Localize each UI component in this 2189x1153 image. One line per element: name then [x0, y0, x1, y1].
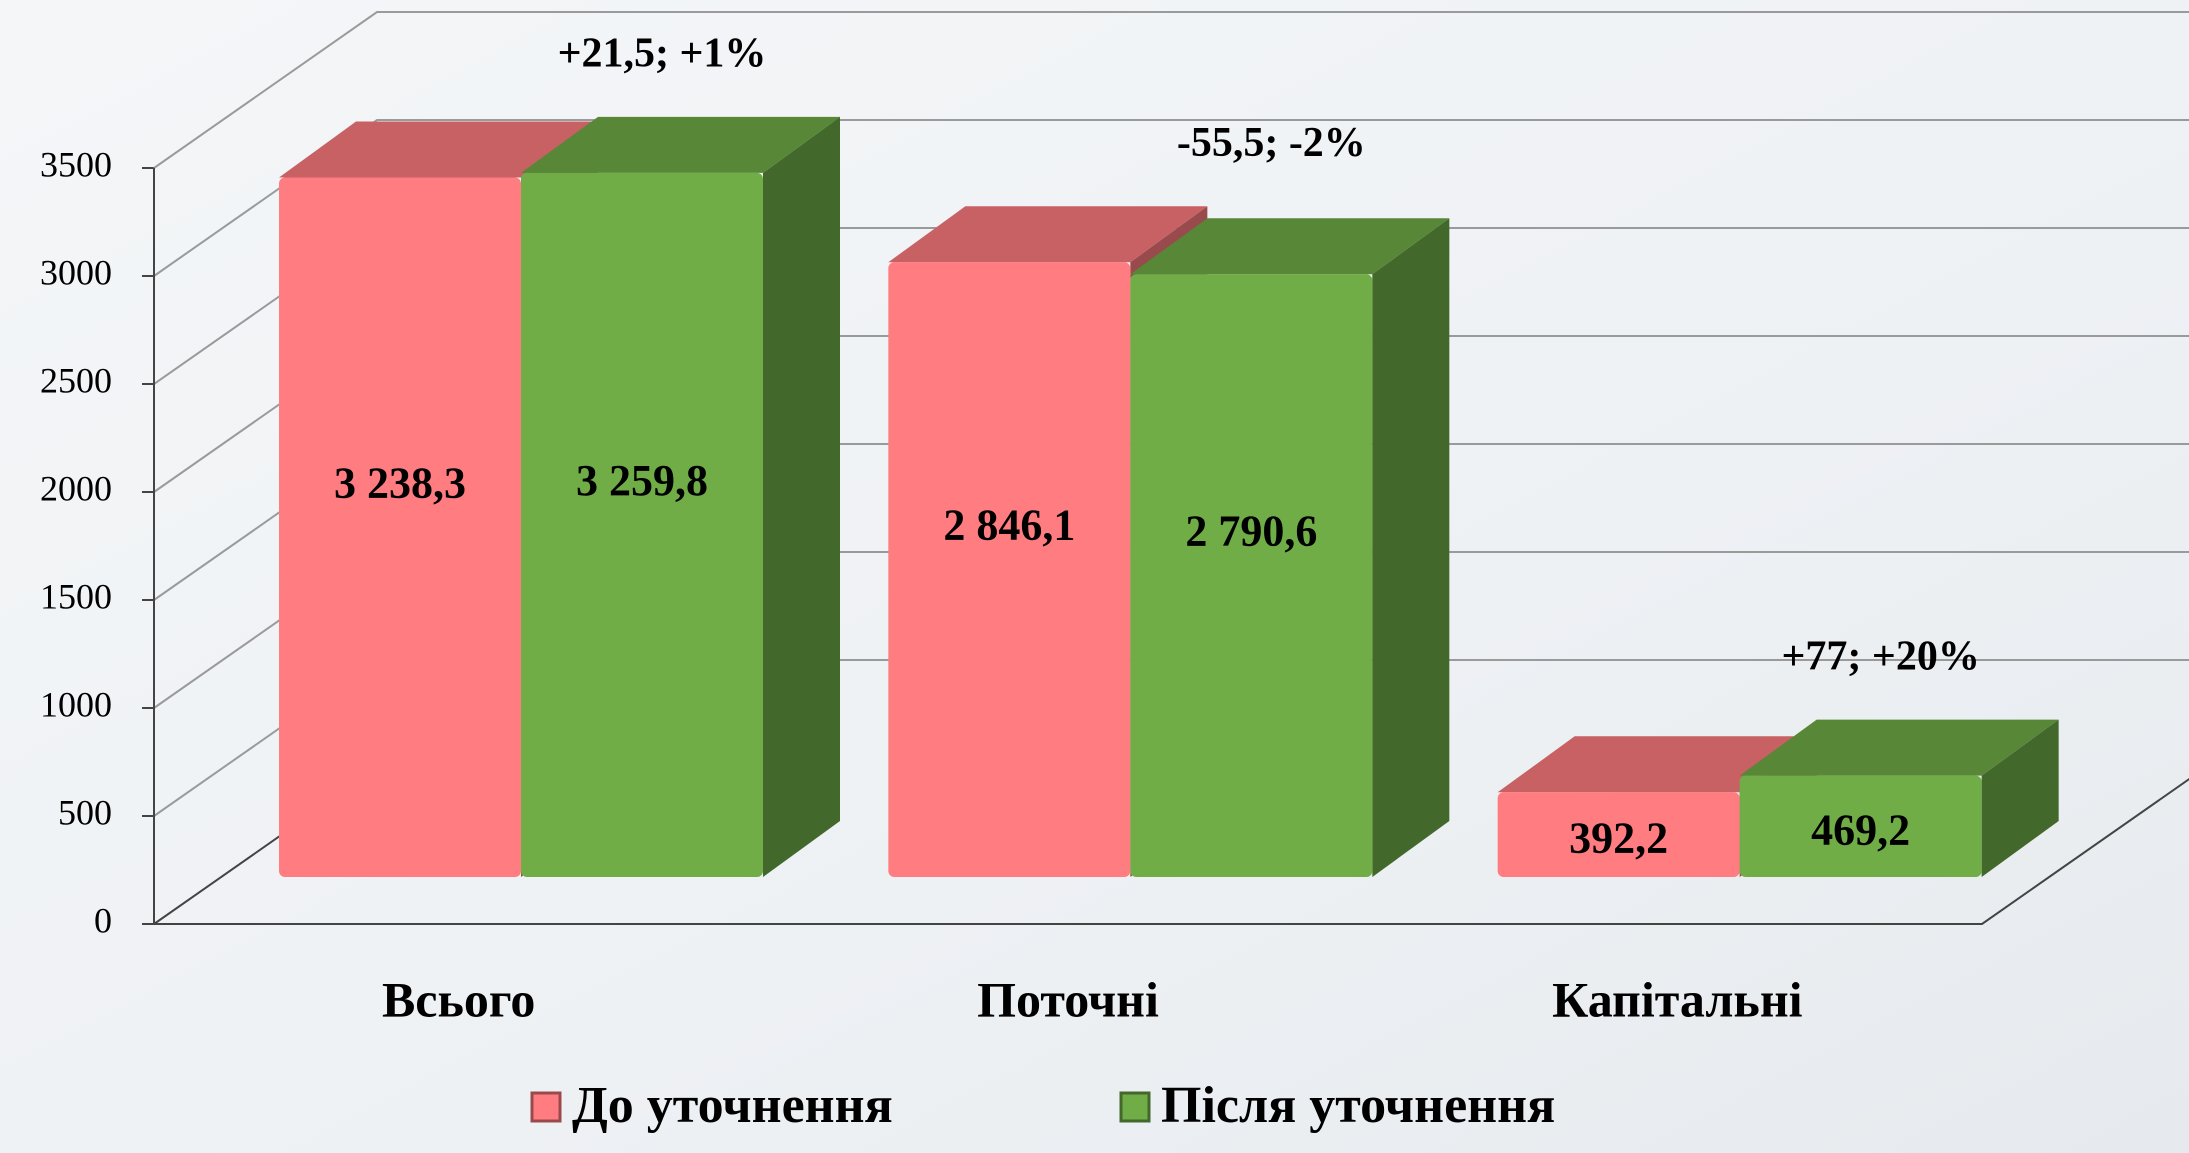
legend-label: До уточнення: [572, 1077, 893, 1134]
bar: [1130, 274, 1372, 877]
value-label: 2 790,6: [1185, 507, 1317, 556]
y-tick-label: 1000: [40, 684, 112, 724]
legend-marker: [532, 1093, 560, 1121]
x-tick-label: Всього: [382, 971, 535, 1027]
bar: [521, 173, 763, 877]
value-label: 392,2: [1569, 814, 1668, 863]
bar-side: [763, 117, 840, 877]
bar: [888, 262, 1130, 877]
annotation: +21,5; +1%: [558, 31, 767, 77]
value-label: 2 846,1: [943, 501, 1075, 550]
y-tick-label: 1500: [40, 576, 112, 616]
annotation: +77; +20%: [1781, 633, 1979, 679]
legend-label: Після уточнення: [1161, 1077, 1555, 1134]
y-tick-label: 2500: [40, 360, 112, 400]
chart: 0 500 1000 1500 2000 2500 3000 3500 3 238,3 3 259…: [0, 0, 2189, 1153]
value-label: 469,2: [1811, 805, 1910, 854]
y-tick-label: 2000: [40, 468, 112, 508]
y-tick-label: 0: [94, 900, 112, 940]
value-label: 3 259,8: [576, 456, 708, 505]
bar-side: [1372, 218, 1449, 877]
legend-marker: [1121, 1093, 1149, 1121]
x-tick-label: Поточні: [977, 971, 1159, 1027]
value-label: 3 238,3: [334, 458, 466, 507]
y-tick-label: 500: [58, 792, 112, 832]
y-tick-label: 3000: [40, 252, 112, 292]
bar: [279, 178, 521, 877]
y-tick-label: 3500: [40, 144, 112, 184]
annotation: -55,5; -2%: [1177, 120, 1366, 166]
x-tick-label: Капітальні: [1552, 971, 1803, 1027]
